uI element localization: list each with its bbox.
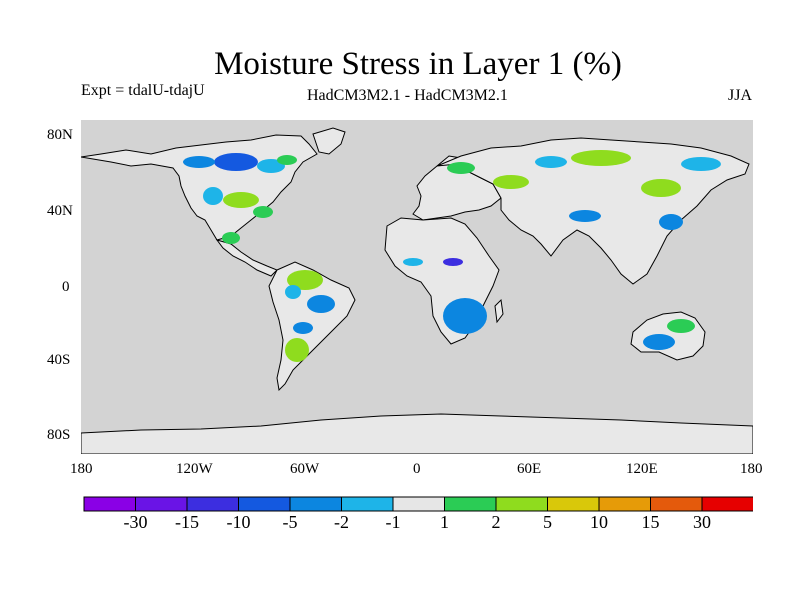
- moisture-anomalies: [183, 150, 721, 362]
- anomaly-mongolia-wet: [641, 179, 681, 197]
- lon-tick-120w: 120W: [176, 461, 213, 477]
- lat-tick-80s: 80S: [47, 427, 71, 443]
- anomaly-mexico-wet: [222, 232, 240, 244]
- anomaly-scandinavia-wet: [447, 162, 475, 174]
- colorbar: [83, 496, 754, 517]
- anomaly-east-siberia-dry: [681, 157, 721, 171]
- anomaly-canada-east-dry: [257, 159, 285, 173]
- colorbar-label: 15: [641, 512, 660, 532]
- central-america-land: [215, 239, 278, 277]
- anomaly-us-west-dry: [203, 187, 223, 205]
- anomaly-us-central-wet: [223, 192, 259, 208]
- lon-tick-180e: 180: [740, 461, 763, 477]
- lat-tick-40n: 40N: [47, 203, 73, 219]
- anomaly-africa-south-dry: [443, 298, 487, 334]
- colorbar-label: -30: [123, 512, 148, 532]
- lon-tick-120e: 120E: [626, 461, 658, 477]
- model-label: HadCM3M2.1 - HadCM3M2.1: [307, 87, 508, 104]
- anomaly-siberia-dry: [535, 156, 567, 168]
- lon-tick-60e: 60E: [517, 461, 542, 477]
- experiment-label: Expt = tdalU-tdajU: [81, 82, 205, 99]
- colorbar-label: -1: [385, 512, 401, 532]
- anomaly-africa-sahel-dry: [443, 258, 463, 266]
- colorbar-label: 2: [491, 512, 501, 532]
- colorbar-label: 5: [543, 512, 552, 532]
- colorbar-label: 30: [693, 512, 711, 532]
- colorbar-swatch: [547, 496, 600, 512]
- colorbar-label: -2: [334, 512, 349, 532]
- world-map: [81, 120, 753, 454]
- colorbar-swatch: [701, 496, 754, 512]
- colorbar-swatch: [341, 496, 394, 512]
- colorbar-swatch: [598, 496, 651, 512]
- colorbar-swatch: [444, 496, 497, 512]
- colorbar-swatch: [650, 496, 703, 512]
- colorbar-swatch: [186, 496, 239, 512]
- colorbar-label: 1: [440, 512, 449, 532]
- colorbar-swatch: [495, 496, 548, 512]
- antarctica-land: [81, 413, 753, 454]
- lat-tick-80n: 80N: [47, 127, 73, 143]
- anomaly-canada-strong-dry: [214, 153, 258, 171]
- anomaly-russia-wet: [493, 175, 529, 189]
- anomaly-central-asia-dry: [569, 210, 601, 222]
- anomaly-china-dry: [659, 214, 683, 230]
- colorbar-swatch: [83, 496, 136, 512]
- map-canvas: [81, 120, 753, 454]
- colorbar-label: -10: [226, 512, 251, 532]
- lon-tick-0: 0: [413, 461, 421, 477]
- anomaly-australia-dry: [643, 334, 675, 350]
- anomaly-argentina-wet: [285, 338, 309, 362]
- lon-tick-60w: 60W: [290, 461, 320, 477]
- anomaly-amazon-wet: [287, 270, 323, 290]
- anomaly-alaska-dry: [183, 156, 215, 168]
- colorbar-label: 10: [590, 512, 608, 532]
- colorbar-label: -15: [175, 512, 199, 532]
- colorbar-swatch: [392, 496, 445, 512]
- anomaly-africa-west-dry: [403, 258, 423, 266]
- lat-tick-40s: 40S: [47, 352, 71, 368]
- greenland-land: [312, 127, 346, 155]
- anomaly-canada-wet: [277, 155, 297, 165]
- anomaly-brazil-dry: [307, 295, 335, 313]
- colorbar-label: -5: [282, 512, 298, 532]
- anomaly-siberia-wet: [571, 150, 631, 166]
- lon-tick-180w: 180: [70, 461, 93, 477]
- anomaly-australia-wet: [667, 319, 695, 333]
- lat-tick-0: 0: [62, 279, 70, 295]
- anomaly-peru-dry: [285, 285, 301, 299]
- colorbar-swatch: [238, 496, 291, 512]
- map-title: Moisture Stress in Layer 1 (%): [214, 46, 622, 82]
- colorbar-swatch: [289, 496, 342, 512]
- season-label: JJA: [728, 87, 753, 104]
- anomaly-argentina-dry: [293, 322, 313, 334]
- colorbar-swatch: [135, 496, 188, 512]
- madagascar-land: [494, 298, 504, 324]
- anomaly-us-east-wet: [253, 206, 273, 218]
